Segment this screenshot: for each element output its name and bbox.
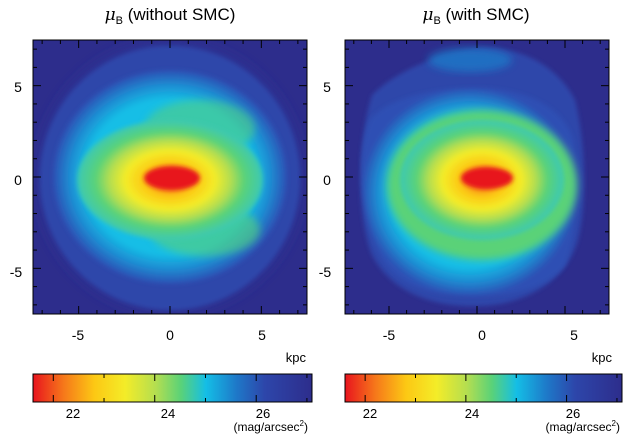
colorbar-left-gradient xyxy=(32,373,313,403)
panel-left-x-unit: kpc xyxy=(286,350,307,365)
y-tick-label: 5 xyxy=(14,79,22,95)
y-tick-label: 0 xyxy=(14,172,22,188)
colorbar-tick-label: 24 xyxy=(161,406,175,421)
colorbar-right-unit: (mag/arcsec2) xyxy=(546,419,620,434)
colorbar-tick-label: 22 xyxy=(363,406,377,421)
colorbar-right-gradient xyxy=(344,373,623,403)
surface-brightness-map-left xyxy=(33,40,307,314)
panel-left-y-tick-labels: 5 0 -5 xyxy=(10,79,23,280)
panel-left-x-tick-labels: -5 0 5 xyxy=(72,327,266,343)
x-tick-label: 5 xyxy=(258,327,266,343)
colorbar-tick-label: 26 xyxy=(256,406,270,421)
panel-left-ticks xyxy=(33,40,307,314)
colorbar-left-unit: (mag/arcsec2) xyxy=(234,419,308,434)
y-tick-label: -5 xyxy=(319,264,332,280)
colorbar-tick-label: 26 xyxy=(566,406,580,421)
x-tick-label: 5 xyxy=(570,327,578,343)
colorbar-left: 22 24 26 (mag/arcsec2) xyxy=(32,373,313,434)
colorbar-left-ticks xyxy=(52,374,308,402)
y-tick-label: -5 xyxy=(10,264,23,280)
colorbar-tick-label: 22 xyxy=(66,406,80,421)
panel-right-x-tick-labels: -5 0 5 xyxy=(383,327,578,343)
y-tick-label: 5 xyxy=(323,79,331,95)
x-tick-label: 0 xyxy=(166,327,174,343)
colorbar-right-ticks xyxy=(364,374,618,402)
surface-brightness-map-right xyxy=(345,40,609,314)
colorbar-tick-label: 24 xyxy=(465,406,479,421)
panel-right-title: μB (with SMC) xyxy=(422,5,529,27)
y-tick-label: 0 xyxy=(323,172,331,188)
panel-right-x-unit: kpc xyxy=(592,350,613,365)
panel-left-title: μB (without SMC) xyxy=(105,5,236,27)
colorbar-right: 22 24 26 (mag/arcsec2) xyxy=(344,373,623,434)
panel-right: μB (with SMC) -5 0 5 5 0 -5 kpc 22 xyxy=(319,5,623,434)
x-tick-label: -5 xyxy=(383,327,396,343)
x-tick-label: -5 xyxy=(72,327,85,343)
panel-right-y-tick-labels: 5 0 -5 xyxy=(319,79,332,280)
x-tick-label: 0 xyxy=(478,327,486,343)
panel-left: μB (without SMC) -5 0 5 5 0 -5 kpc xyxy=(10,5,313,434)
panel-right-ticks xyxy=(345,40,609,314)
